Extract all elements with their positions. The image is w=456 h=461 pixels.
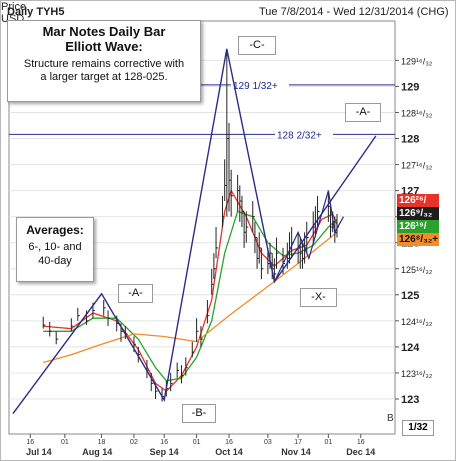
y-tick-label: 124 xyxy=(401,342,420,354)
y-tick-label: 129¹⁶/₃₂ xyxy=(401,56,433,66)
x-month-label: Aug 14 xyxy=(82,447,112,457)
price-box-10day: 126¹⁹/₃₂+ xyxy=(397,220,439,245)
x-tick-label: 16 xyxy=(225,439,233,446)
y-tick-label: 128 xyxy=(401,134,419,146)
projection-label: 128 2/32+ xyxy=(277,130,322,141)
b-marker: B xyxy=(387,413,394,424)
x-tick-label: 03 xyxy=(264,439,272,446)
y-tick-label: 123¹⁶/₃₂ xyxy=(401,369,433,379)
plot-area xyxy=(8,20,396,435)
x-month-label: Nov 14 xyxy=(281,447,311,457)
averages-line2: 40-day xyxy=(38,255,72,267)
note-title-line2: Elliott Wave: xyxy=(65,39,143,54)
x-tick-label: 01 xyxy=(61,439,69,446)
note-title-line1: Mar Notes Daily Bar xyxy=(42,24,166,39)
wave-label-a-second: -A- xyxy=(345,103,381,122)
note-body-line1: Structure remains corrective with xyxy=(23,58,185,70)
wave-label-b: -B- xyxy=(182,404,216,423)
y-tick-label: 125¹⁶/₃₂ xyxy=(401,265,433,275)
x-tick-label: 18 xyxy=(98,439,106,446)
x-tick-label: 16 xyxy=(357,439,365,446)
note-body-line2: a larger target at 128-025. xyxy=(40,71,168,83)
y-tick-label: 123 xyxy=(401,394,419,406)
wave-label-a-first: -A- xyxy=(118,284,153,303)
x-tick-label: 01 xyxy=(193,439,201,446)
elliott-wave-note: Mar Notes Daily Bar Elliott Wave: Struct… xyxy=(7,20,201,102)
x-month-label: Jul 14 xyxy=(26,447,52,457)
price-label-line1: Price xyxy=(1,1,27,13)
fraction-indicator: 1/32 xyxy=(402,420,434,436)
averages-title: Averages: xyxy=(26,223,84,237)
chart-title: Daily TYH5 xyxy=(7,6,65,18)
elliott-wave-subpath xyxy=(273,190,345,283)
x-month-label: Oct 14 xyxy=(215,447,243,457)
moving-average-line xyxy=(43,231,338,364)
wave-label-x: -X- xyxy=(300,288,337,307)
averages-note: Averages: 6-, 10- and 40-day xyxy=(16,217,94,282)
y-tick-label: 125 xyxy=(401,290,419,302)
x-month-label: Dec 14 xyxy=(346,447,375,457)
projection-label: 129 1/32+ xyxy=(233,81,278,92)
y-tick-label: 127¹⁶/₃₂ xyxy=(401,161,433,171)
price-box-40day: 126⁸/₃₂+ xyxy=(397,233,439,246)
price-box-6day: 126²⁶/₃₂+ xyxy=(397,194,439,219)
x-tick-label: 17 xyxy=(294,439,302,446)
y-tick-label: 128¹⁶/₃₂ xyxy=(401,108,433,118)
elliott-wave-path xyxy=(12,48,377,415)
x-tick-label: 02 xyxy=(130,439,138,446)
y-tick-label: 129 xyxy=(401,81,419,93)
price-box-last: 126⁹/₃₂ xyxy=(397,207,439,220)
averages-line1: 6-, 10- and xyxy=(28,241,82,253)
x-tick-label: 01 xyxy=(324,439,332,446)
date-range: Tue 7/8/2014 - Wed 12/31/2014 (CHG) xyxy=(259,6,449,18)
x-tick-label: 16 xyxy=(160,439,168,446)
x-month-label: Sep 14 xyxy=(150,447,179,457)
projection-label-bg xyxy=(275,127,333,141)
wave-label-c: -C- xyxy=(238,36,276,55)
x-tick-label: 16 xyxy=(26,439,34,446)
y-tick-label: 124¹⁶/₃₂ xyxy=(401,317,433,327)
projection-label-bg xyxy=(231,77,289,91)
